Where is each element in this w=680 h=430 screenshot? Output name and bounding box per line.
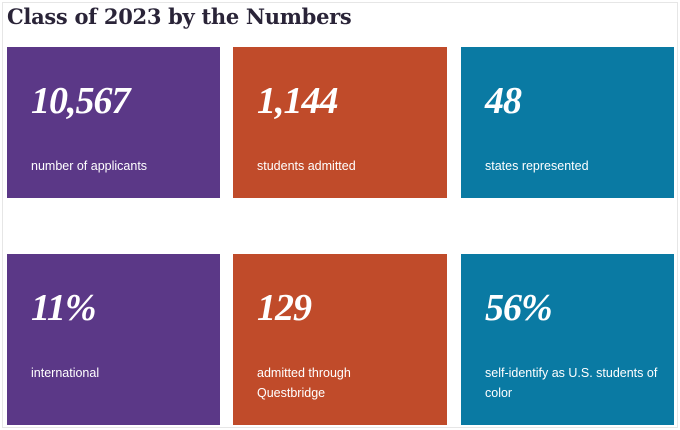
stat-value: 129	[257, 287, 312, 329]
stat-card-admitted: 1,144 students admitted	[233, 47, 447, 198]
stat-value: 48	[485, 80, 522, 122]
stat-value: 56%	[485, 287, 553, 329]
stat-card-states: 48 states represented	[461, 47, 674, 198]
stat-card-students-of-color: 56% self-identify as U.S. students of co…	[461, 254, 674, 425]
stat-card-questbridge: 129 admitted through Questbridge	[233, 254, 447, 425]
stat-value: 1,144	[257, 80, 338, 122]
stat-label: students admitted	[257, 159, 356, 173]
stat-label: self-identify as U.S. students of color	[485, 366, 658, 400]
stat-card-applicants: 10,567 number of applicants	[7, 47, 220, 198]
stat-label: number of applicants	[31, 159, 148, 173]
page-title: Class of 2023 by the Numbers	[7, 4, 352, 29]
stat-card-international: 11% international	[7, 254, 220, 425]
stat-value: 10,567	[31, 80, 130, 122]
stat-label: states represented	[485, 159, 589, 173]
stat-label: international	[31, 366, 100, 380]
stat-label: admitted through Questbridge	[257, 366, 351, 400]
stat-value: 11%	[31, 287, 97, 329]
